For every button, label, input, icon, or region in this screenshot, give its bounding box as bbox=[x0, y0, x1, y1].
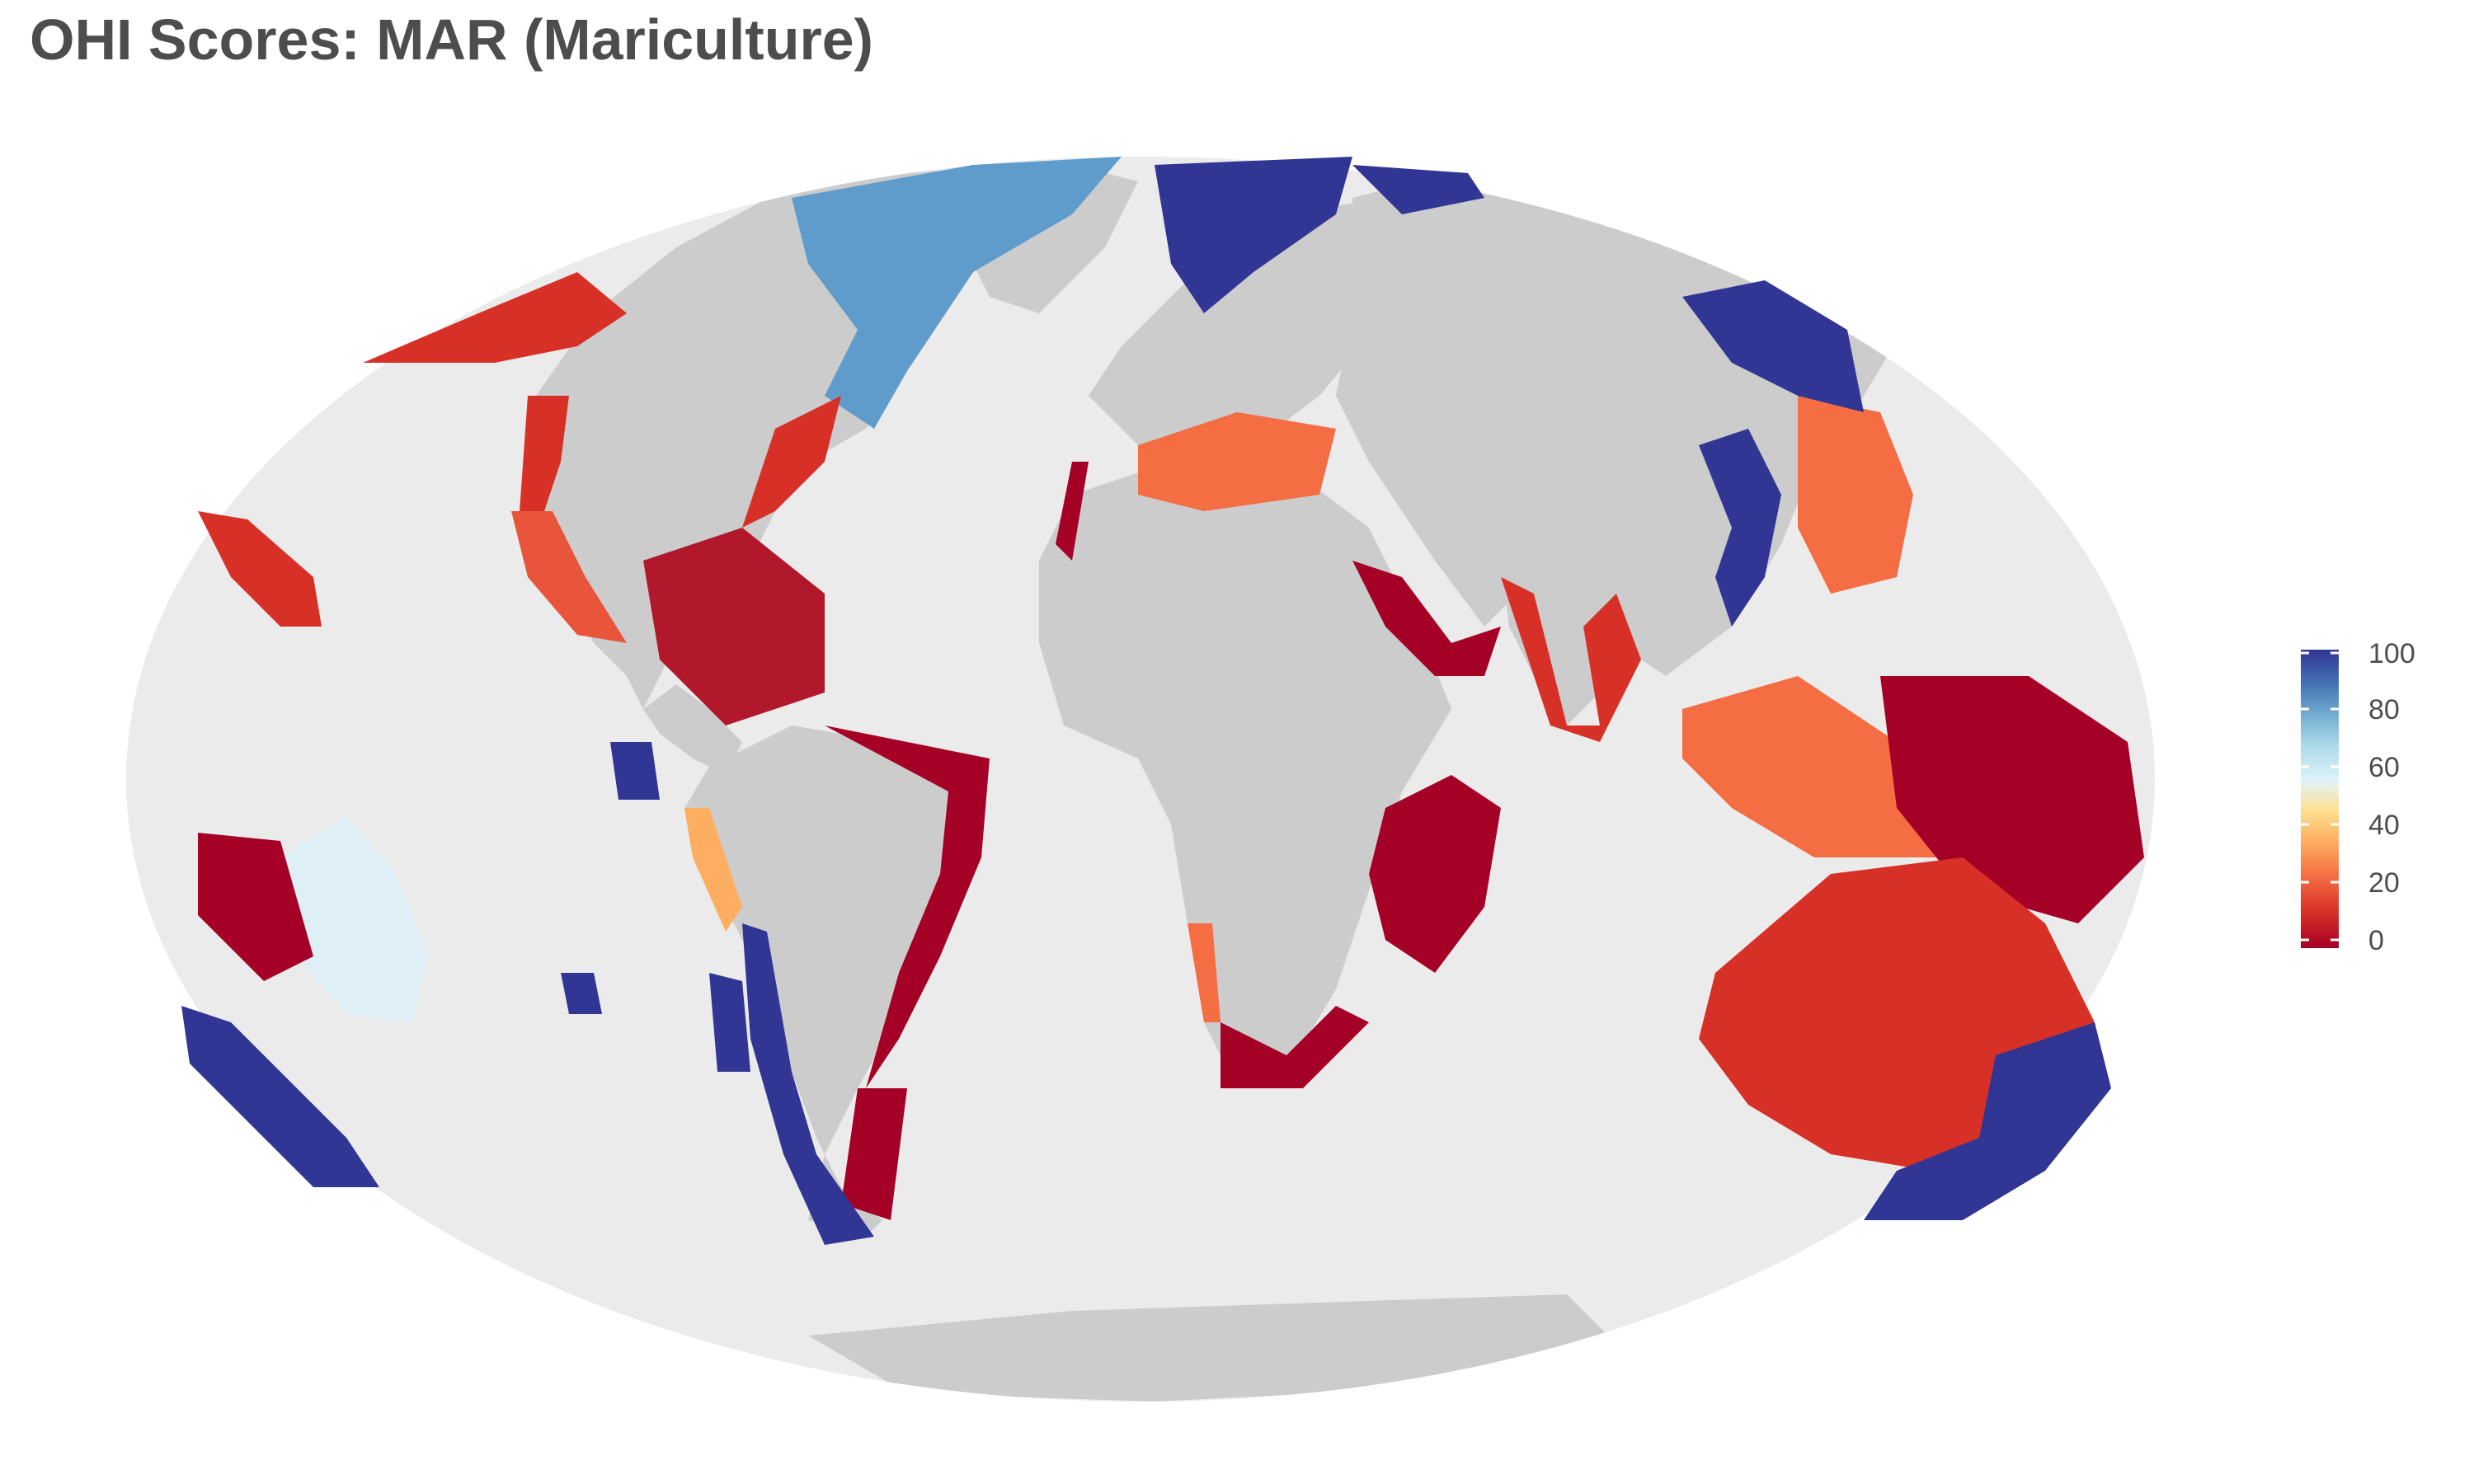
land-europe bbox=[1089, 198, 1402, 462]
eez-mexico-west bbox=[511, 511, 627, 643]
eez-canada bbox=[792, 157, 1122, 429]
eez-russia-east bbox=[1682, 280, 1864, 412]
legend-label-20: 20 bbox=[2368, 867, 2400, 899]
eez-namibia bbox=[1188, 923, 1221, 1022]
eez-japan bbox=[1798, 396, 1913, 594]
eez-alaska bbox=[363, 272, 627, 363]
eez-india bbox=[1501, 577, 1641, 742]
eez-regions bbox=[181, 157, 2144, 1245]
eez-chile bbox=[742, 923, 874, 1245]
legend bbox=[2301, 650, 2339, 948]
eez-pacific-south bbox=[709, 973, 750, 1072]
eez-china bbox=[1699, 429, 1781, 627]
eez-east-africa bbox=[1369, 775, 1501, 973]
eez-argentina bbox=[841, 1088, 907, 1220]
legend-colorbar bbox=[2301, 650, 2339, 948]
eez-peru bbox=[684, 808, 742, 932]
eez-us-west bbox=[520, 396, 569, 511]
legend-label-60: 60 bbox=[2368, 752, 2400, 783]
eez-islands-chile bbox=[561, 973, 602, 1014]
eez-norway bbox=[1155, 157, 1352, 313]
eez-west-africa bbox=[1056, 462, 1089, 561]
eez-russia-arctic bbox=[1352, 165, 1484, 214]
eez-south-africa bbox=[1221, 1006, 1369, 1088]
eez-new-zealand bbox=[1864, 1022, 2111, 1220]
legend-label-80: 80 bbox=[2368, 694, 2400, 726]
eez-kiribati bbox=[198, 833, 313, 981]
land-antarctica bbox=[808, 1294, 1608, 1402]
map-title: OHI Scores: MAR (Mariculture) bbox=[30, 7, 873, 72]
eez-caribbean bbox=[643, 528, 825, 726]
eez-arabia bbox=[1352, 561, 1501, 676]
land-central-america bbox=[643, 684, 742, 775]
legend-label-40: 40 bbox=[2368, 810, 2400, 841]
eez-hawaii bbox=[198, 511, 322, 627]
eez-french-polynesia bbox=[280, 816, 429, 1022]
eez-brazil bbox=[825, 726, 990, 1088]
eez-southeast-asia bbox=[1682, 676, 1963, 857]
land-africa bbox=[1039, 462, 1451, 1088]
eez-pacific-sw bbox=[181, 1006, 379, 1187]
land-south-america bbox=[684, 726, 973, 1237]
legend-label-0: 0 bbox=[2368, 925, 2384, 956]
eez-mediterranean bbox=[1138, 412, 1336, 511]
legend-label-100: 100 bbox=[2368, 638, 2415, 669]
eez-us-east bbox=[742, 396, 841, 528]
eez-galapagos bbox=[610, 742, 660, 800]
